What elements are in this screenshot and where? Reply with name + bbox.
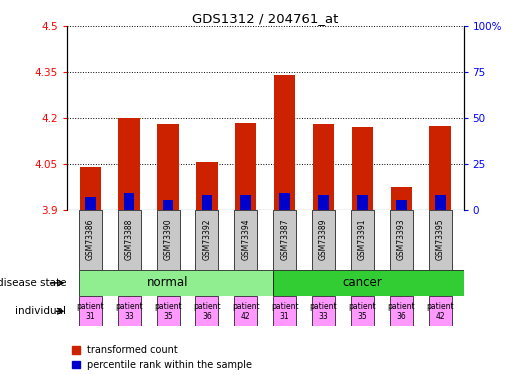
Bar [118, 210, 141, 270]
Text: patient
35: patient 35 [349, 302, 376, 321]
Bar [79, 270, 273, 296]
Bar [235, 123, 256, 210]
Bar [273, 296, 296, 326]
Bar [163, 200, 174, 210]
Bar [435, 195, 445, 210]
Text: patient
31: patient 31 [271, 302, 299, 321]
Bar [273, 210, 296, 270]
Bar [351, 210, 374, 270]
Bar [157, 210, 180, 270]
Legend: transformed count, percentile rank within the sample: transformed count, percentile rank withi… [72, 345, 252, 370]
Text: GSM73391: GSM73391 [358, 219, 367, 260]
Bar [196, 162, 218, 210]
Bar [195, 210, 218, 270]
Bar [241, 195, 251, 210]
Bar [390, 187, 412, 210]
Bar [396, 200, 407, 210]
Bar [428, 210, 452, 270]
Bar [312, 210, 335, 270]
Text: patient
42: patient 42 [426, 302, 454, 321]
Bar [124, 193, 134, 210]
Text: GSM73395: GSM73395 [436, 219, 444, 260]
Bar [390, 296, 413, 326]
Bar [318, 195, 329, 210]
Text: patient
33: patient 33 [115, 302, 143, 321]
Bar [85, 197, 96, 210]
Text: GSM73389: GSM73389 [319, 219, 328, 260]
Bar [428, 296, 452, 326]
Bar [118, 118, 140, 210]
Bar [157, 296, 180, 326]
Bar [352, 127, 373, 210]
Text: GSM73392: GSM73392 [202, 219, 212, 260]
Text: patient
36: patient 36 [387, 302, 415, 321]
Text: cancer: cancer [342, 276, 382, 290]
Text: patient
31: patient 31 [76, 302, 104, 321]
Bar [390, 210, 413, 270]
Text: normal: normal [147, 276, 189, 290]
Text: GSM73393: GSM73393 [397, 219, 406, 260]
Bar [312, 296, 335, 326]
Bar [357, 195, 368, 210]
Bar [313, 124, 334, 210]
Text: GSM73387: GSM73387 [280, 219, 289, 260]
Bar [201, 195, 212, 210]
Bar [430, 126, 451, 210]
Text: patient
36: patient 36 [193, 302, 221, 321]
Text: GSM73388: GSM73388 [125, 219, 134, 260]
Text: individual: individual [15, 306, 66, 316]
Bar [79, 210, 102, 270]
Bar [195, 296, 218, 326]
Bar [80, 167, 101, 210]
Text: patient
35: patient 35 [154, 302, 182, 321]
Bar [79, 296, 102, 326]
Bar [351, 296, 374, 326]
Text: patient
42: patient 42 [232, 302, 260, 321]
Text: patient
33: patient 33 [310, 302, 337, 321]
Bar [273, 270, 464, 296]
Bar [274, 75, 296, 210]
Bar [118, 296, 141, 326]
Title: GDS1312 / 204761_at: GDS1312 / 204761_at [192, 12, 338, 25]
Bar [234, 296, 258, 326]
Text: disease state: disease state [0, 278, 66, 288]
Text: GSM73390: GSM73390 [164, 219, 173, 260]
Bar [279, 193, 290, 210]
Bar [234, 210, 258, 270]
Text: GSM73394: GSM73394 [242, 219, 250, 260]
Text: GSM73386: GSM73386 [86, 219, 95, 260]
Bar [158, 124, 179, 210]
